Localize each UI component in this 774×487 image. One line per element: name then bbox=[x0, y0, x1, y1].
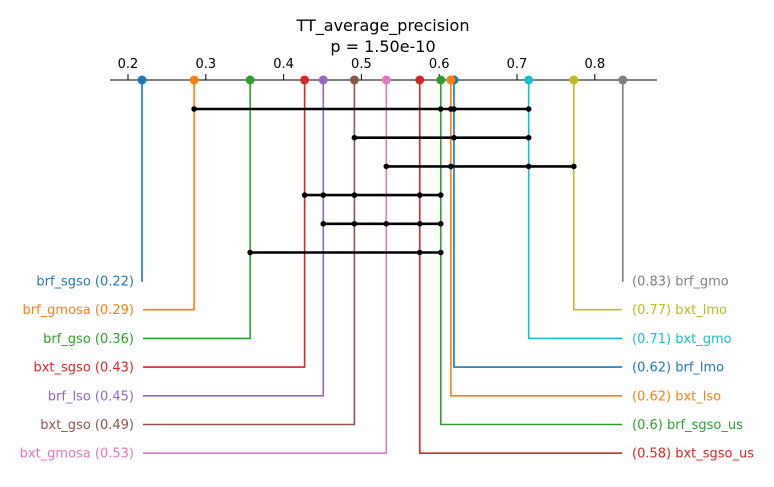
clique-point bbox=[351, 192, 358, 198]
clique-point bbox=[448, 163, 454, 170]
chart-title: TT_average_precision bbox=[296, 16, 470, 36]
method-drop-lines bbox=[141, 80, 624, 455]
drop-line-brf_gmosa bbox=[143, 80, 195, 311]
label-brf_gso: brf_gso (0.36) bbox=[43, 332, 134, 347]
clique-bars bbox=[191, 106, 577, 256]
clique-point bbox=[383, 221, 390, 227]
clique-point bbox=[320, 192, 327, 198]
method-labels: brf_sgso (0.22) brf_gmosa (0.29) brf_gso (… bbox=[20, 275, 755, 462]
clique-point bbox=[351, 134, 358, 141]
method-markers bbox=[137, 75, 628, 85]
tick-label: 0.5 bbox=[351, 57, 372, 72]
marker-brf_gso bbox=[245, 75, 255, 85]
drop-line-bxt_sgso bbox=[143, 80, 306, 368]
drop-line-brf_lmo bbox=[453, 80, 622, 368]
tick-label: 0.3 bbox=[195, 57, 216, 72]
label-brf_sgso_us: (0.6) brf_sgso_us bbox=[632, 418, 743, 433]
clique-point bbox=[451, 106, 457, 112]
drop-line-bxt_gmo bbox=[527, 80, 622, 340]
tick-label: 0.6 bbox=[429, 57, 450, 72]
marker-bxt_gmo bbox=[524, 75, 534, 85]
marker-brf_gmo bbox=[618, 75, 628, 85]
tick-label: 0.4 bbox=[273, 57, 294, 72]
clique-point bbox=[437, 249, 444, 256]
label-brf_lso: brf_lso (0.45) bbox=[48, 389, 134, 404]
drop-line-brf_gmo bbox=[622, 80, 624, 282]
label-bxt_lmo: (0.77) bxt_lmo bbox=[632, 303, 727, 318]
clique-point bbox=[437, 192, 444, 198]
marker-bxt_sgso_us bbox=[415, 75, 425, 85]
clique-point bbox=[191, 106, 197, 112]
tick-label: 0.2 bbox=[118, 57, 139, 72]
clique-point bbox=[437, 106, 444, 112]
label-bxt_gso: bxt_gso (0.49) bbox=[40, 418, 134, 433]
drop-line-brf_sgso_us bbox=[439, 80, 622, 426]
drop-line-bxt_sgso_us bbox=[418, 80, 622, 455]
clique-point bbox=[416, 221, 423, 227]
label-bxt_lso: (0.62) bxt_lso bbox=[632, 389, 721, 404]
drop-line-brf_lso bbox=[143, 80, 325, 397]
marker-brf_gmosa bbox=[189, 75, 199, 85]
marker-brf_lso bbox=[318, 75, 328, 85]
clique-point bbox=[525, 163, 532, 170]
marker-bxt_gmosa bbox=[381, 75, 391, 85]
drop-line-bxt_lmo bbox=[572, 80, 622, 311]
marker-bxt_sgso bbox=[300, 75, 310, 85]
clique-point bbox=[525, 134, 532, 141]
marker-bxt_lso bbox=[446, 75, 456, 85]
marker-brf_sgso_us bbox=[436, 75, 446, 85]
chart-subtitle: p = 1.50e-10 bbox=[330, 37, 435, 56]
clique-point bbox=[525, 106, 532, 112]
label-brf_gmosa: brf_gmosa (0.29) bbox=[22, 303, 134, 318]
marker-bxt_gso bbox=[349, 75, 359, 85]
label-brf_sgso: brf_sgso (0.22) bbox=[36, 275, 134, 290]
label-bxt_sgso_us: (0.58) bxt_sgso_us bbox=[632, 447, 754, 462]
clique-point bbox=[437, 221, 444, 227]
drop-line-brf_sgso bbox=[141, 80, 143, 282]
clique-point bbox=[570, 163, 577, 170]
label-brf_gmo: (0.83) brf_gmo bbox=[632, 275, 729, 290]
label-bxt_gmo: (0.71) bxt_gmo bbox=[632, 332, 732, 347]
clique-point bbox=[247, 249, 253, 256]
clique-point bbox=[320, 221, 327, 227]
drop-line-brf_gso bbox=[143, 80, 251, 340]
label-bxt_sgso: bxt_sgso (0.43) bbox=[33, 361, 134, 376]
clique-point bbox=[301, 192, 308, 198]
marker-brf_sgso bbox=[137, 75, 147, 85]
clique-point bbox=[351, 221, 358, 227]
clique-point bbox=[416, 249, 423, 256]
tick-label: 0.7 bbox=[507, 57, 528, 72]
drop-line-bxt_lso bbox=[450, 80, 622, 397]
marker-bxt_lmo bbox=[569, 75, 579, 85]
clique-point bbox=[451, 134, 457, 141]
clique-point bbox=[383, 163, 390, 170]
drop-line-bxt_gmosa bbox=[143, 80, 388, 455]
tick-label: 0.8 bbox=[584, 57, 605, 72]
label-bxt_gmosa: bxt_gmosa (0.53) bbox=[20, 447, 134, 462]
clique-point bbox=[416, 192, 423, 198]
label-brf_lmo: (0.62) brf_lmo bbox=[632, 361, 724, 376]
